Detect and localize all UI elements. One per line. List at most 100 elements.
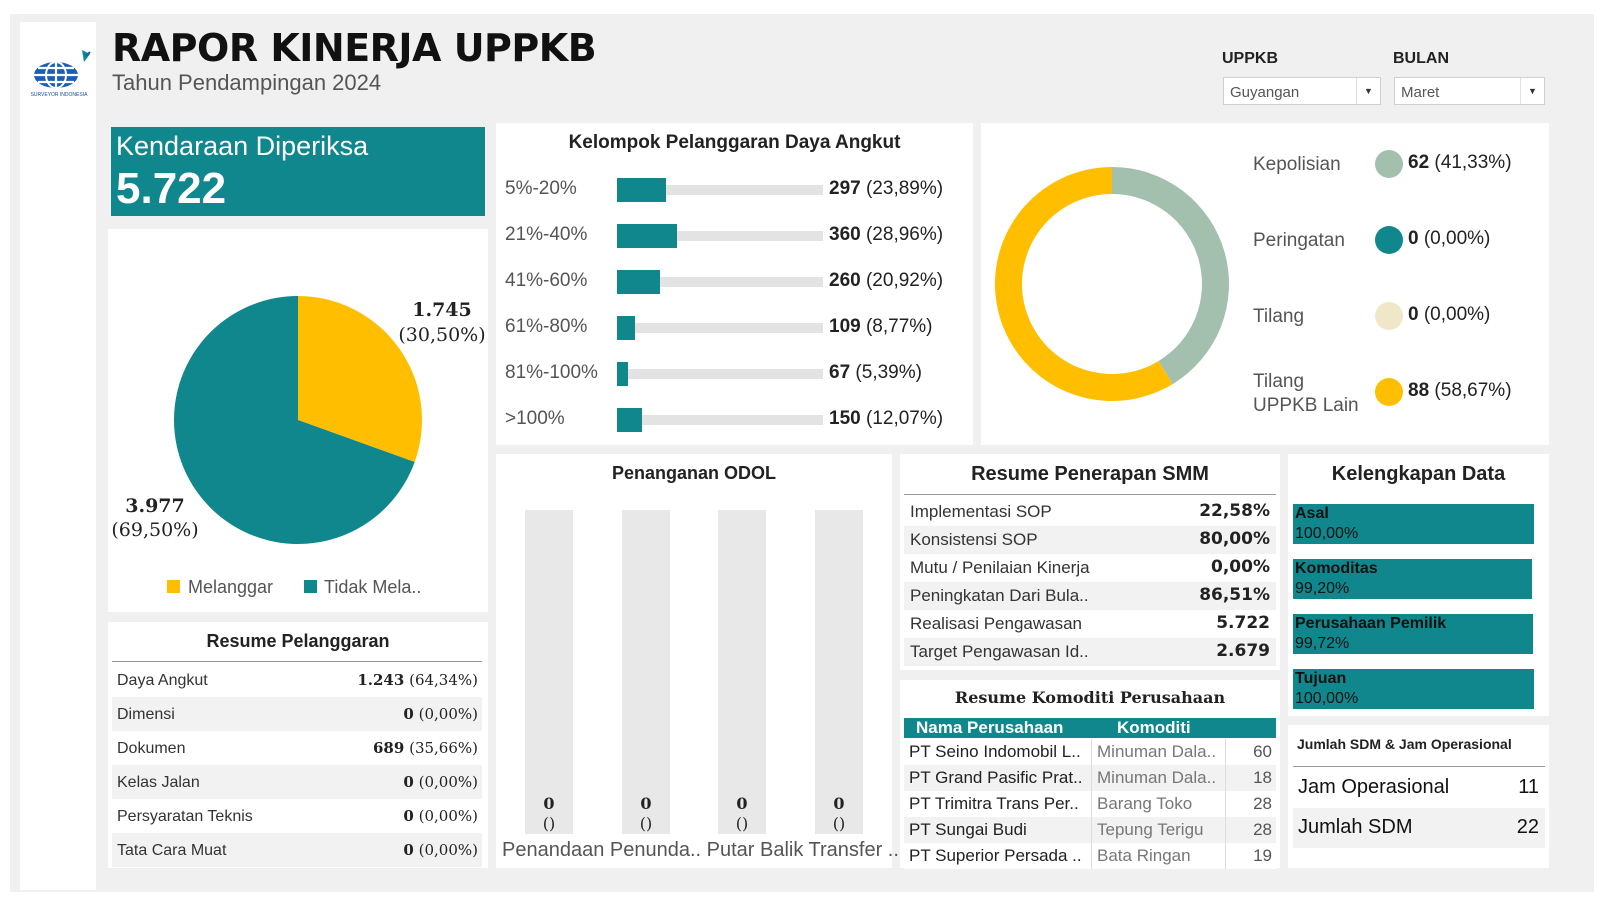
cell-jumlah: 28 [1253, 820, 1272, 839]
table-row: Tata Cara Muat 0 (0,00%) [112, 833, 482, 867]
daya-angkut-title: Kelompok Pelanggaran Daya Angkut [568, 132, 901, 153]
bar-count: 150 [829, 408, 861, 429]
odol-bar[interactable] [525, 510, 573, 834]
bar-pct: (5,39%) [855, 362, 922, 383]
donut-legend-label: Tilang [1253, 306, 1305, 327]
table-row: PT Seino Indomobil L.. Minuman Dala.. 60 [904, 739, 1276, 765]
kelengkapan-bar[interactable]: Asal 100,00% [1293, 504, 1534, 544]
bar-track [617, 415, 823, 425]
table-row: Peningkatan Dari Bula.. 86,51% [904, 582, 1276, 610]
cell-perusahaan: PT Superior Persada .. [909, 846, 1082, 865]
cell-perusahaan: PT Sungai Budi [909, 820, 1027, 839]
smm-value: 5.722 [1216, 613, 1270, 633]
row-value: 0 (0,00%) [403, 807, 478, 825]
row-count: 0 [403, 705, 414, 723]
divider [1225, 765, 1226, 791]
donut-legend-label: Tilang UPPKB Lain [1253, 371, 1359, 416]
table-row: Mutu / Penilaian Kinerja 0,00% [904, 554, 1276, 582]
row-name: Dimensi [117, 706, 175, 723]
kelengkapan-value: 99,20% [1295, 580, 1350, 597]
donut-legend-value: 88 (58,67%) [1408, 380, 1512, 402]
pie-label-melanggar-pct: (30,50%) [398, 324, 486, 346]
row-pct: (0,00%) [418, 773, 478, 791]
table-row: Dimensi 0 (0,00%) [112, 697, 482, 731]
table-row: PT Grand Pasific Prat.. Minuman Dala.. 18 [904, 765, 1276, 791]
filter-uppkb-select[interactable]: Guyangan ▼ [1223, 77, 1381, 105]
bar[interactable] [617, 224, 677, 248]
donut-legend-value: 0 (0,00%) [1408, 304, 1490, 326]
row-name: Persyaratan Teknis [117, 808, 253, 825]
bar-count: 360 [829, 224, 861, 245]
pie-label-melanggar-value: 1.745 [412, 299, 472, 321]
legend-pct: (58,67%) [1434, 380, 1512, 401]
smm-value: 0,00% [1211, 557, 1270, 577]
pie-slice-tidak-melanggar[interactable] [174, 296, 415, 544]
page-subtitle: Tahun Pendampingan 2024 [112, 70, 382, 95]
table-row: Realisasi Pengawasan 5.722 [904, 610, 1276, 638]
row-name: Dokumen [117, 740, 186, 757]
smm-name: Realisasi Pengawasan [910, 614, 1082, 633]
table-row: Persyaratan Teknis 0 (0,00%) [112, 799, 482, 833]
bar[interactable] [617, 362, 629, 386]
odol-bar[interactable] [718, 510, 766, 834]
table-row: Daya Angkut 1.243 (64,34%) [112, 663, 482, 697]
divider [1091, 817, 1092, 843]
kelengkapan-bar[interactable]: Tujuan 100,00% [1293, 669, 1534, 709]
donut-legend-value: 62 (41,33%) [1408, 152, 1512, 174]
smm-value: 80,00% [1199, 529, 1270, 549]
table-row: Konsistensi SOP 80,00% [904, 526, 1276, 554]
table-row: PT Sungai Budi Tepung Terigu 28 [904, 817, 1276, 843]
filter-bulan-select[interactable]: Maret ▼ [1394, 77, 1545, 105]
cell-jumlah: 60 [1253, 742, 1272, 761]
row-pct: (0,00%) [418, 705, 478, 723]
kpi-label: Kendaraan Diperiksa [116, 131, 369, 161]
smm-title: Resume Penerapan SMM [971, 463, 1209, 485]
divider [1225, 791, 1226, 817]
kelengkapan-bar[interactable]: Komoditas 99,20% [1293, 559, 1532, 599]
bar-pct: (20,92%) [865, 270, 944, 291]
bar-track [617, 185, 823, 195]
bar-count: 260 [829, 270, 861, 291]
bar-count: 67 [829, 362, 851, 383]
surveyor-indonesia-logo [34, 50, 91, 89]
smm-name: Implementasi SOP [910, 502, 1052, 521]
legend-dot [1375, 302, 1403, 330]
bar-category-label: 81%-100% [505, 362, 598, 383]
bar-category-label: 41%-60% [505, 270, 588, 291]
divider [1091, 739, 1092, 765]
bar-category-label: 5%-20% [505, 178, 577, 199]
bar[interactable] [617, 408, 642, 432]
cell-jumlah: 18 [1253, 768, 1272, 787]
donut-segment[interactable] [995, 167, 1173, 401]
legend-count: 62 [1408, 152, 1430, 173]
bar[interactable] [617, 178, 667, 202]
bar-value-label: 109 (8,77%) [829, 316, 933, 338]
sdm-value: 11 [1518, 776, 1539, 798]
cell-komoditi: Minuman Dala.. [1097, 742, 1217, 761]
pie-label-tidak-value: 3.977 [125, 495, 185, 517]
legend-swatch-tidak-melanggar [304, 580, 317, 593]
bar-track [617, 323, 823, 333]
bar-category-label: 61%-80% [505, 316, 588, 337]
donut-segment[interactable] [1112, 167, 1229, 385]
cell-komoditi: Bata Ringan [1097, 846, 1191, 865]
legend-label-tidak-melanggar: Tidak Mela.. [324, 577, 422, 597]
kelengkapan-bar[interactable]: Perusahaan Pemilik 99,72% [1293, 614, 1533, 654]
smm-value: 86,51% [1199, 585, 1270, 605]
chevron-down-icon: ▼ [1520, 78, 1544, 104]
cell-perusahaan: PT Seino Indomobil L.. [909, 742, 1081, 761]
legend-dot [1375, 226, 1403, 254]
bar-pct: (23,89%) [865, 178, 944, 199]
pie-slice-melanggar[interactable] [298, 296, 422, 462]
bar[interactable] [617, 316, 636, 340]
bar-value-label: 150 (12,07%) [829, 408, 943, 430]
odol-bar[interactable] [815, 510, 863, 834]
row-value: 0 (0,00%) [403, 773, 478, 791]
odol-bar-value: 0 [736, 794, 748, 813]
odol-bar[interactable] [622, 510, 670, 834]
filter-uppkb-value: Guyangan [1230, 84, 1300, 101]
smm-name: Mutu / Penilaian Kinerja [910, 558, 1090, 577]
bar-pct: (28,96%) [865, 224, 944, 245]
kpi-kendaraan-diperiksa: Kendaraan Diperiksa 5.722 [111, 127, 485, 216]
bar[interactable] [617, 270, 661, 294]
